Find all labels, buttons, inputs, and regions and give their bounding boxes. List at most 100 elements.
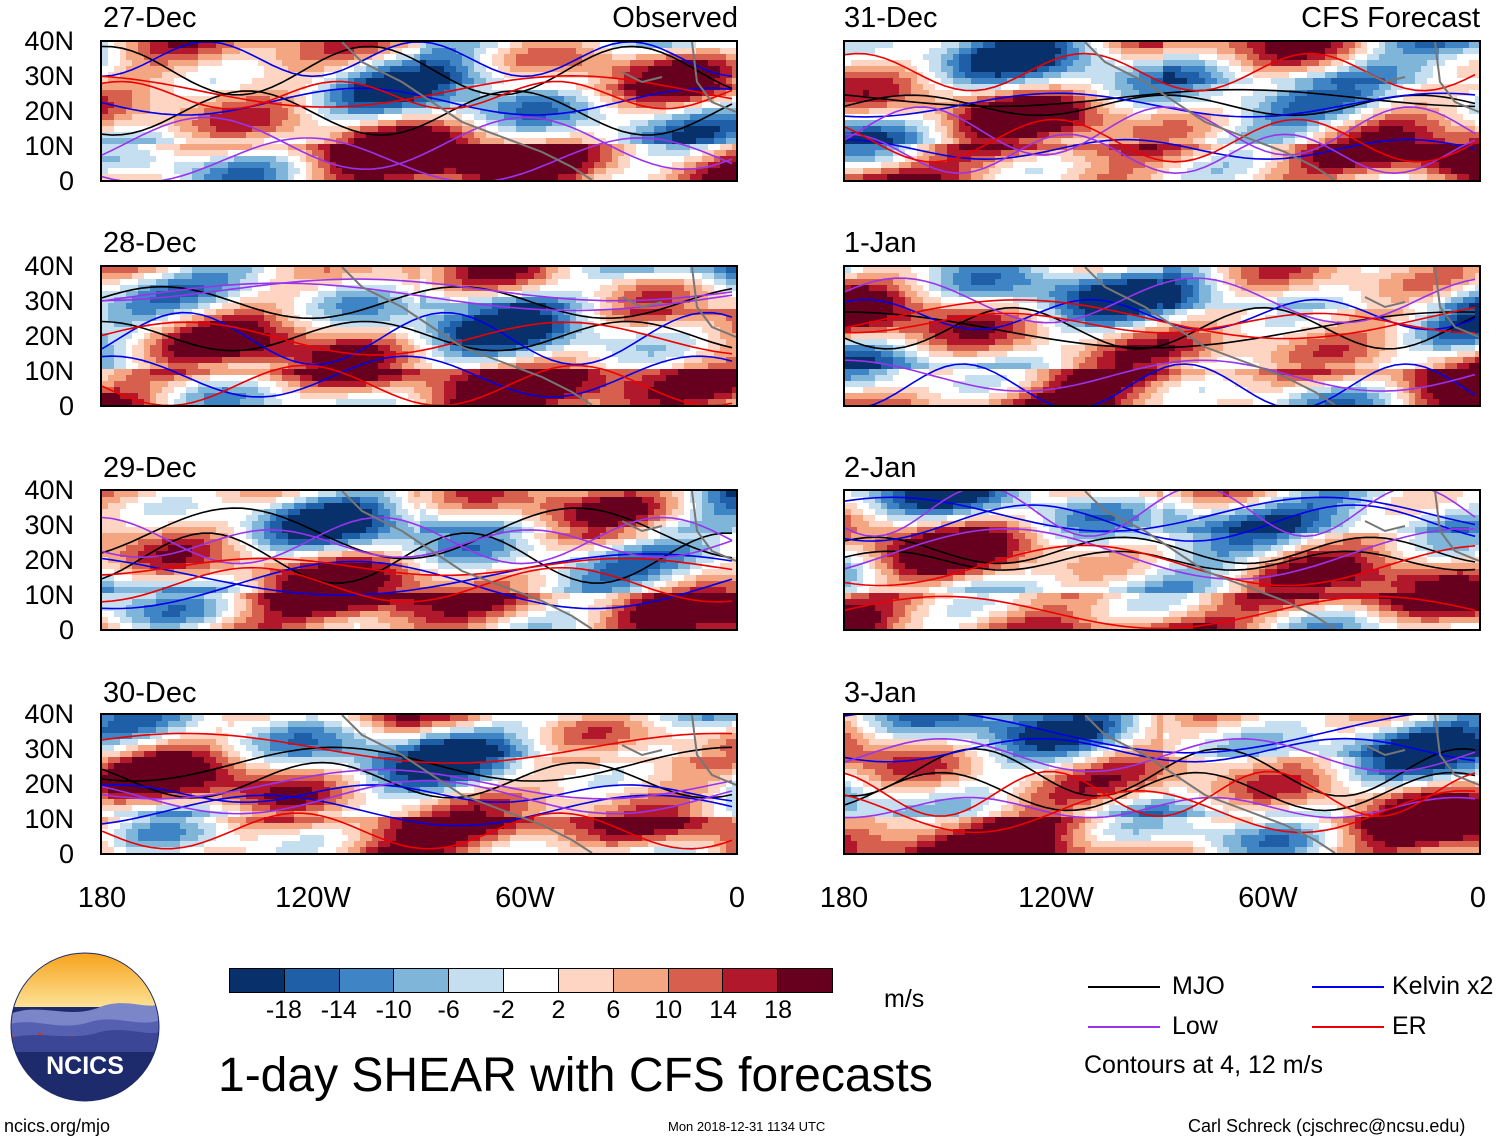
contour-line [102, 566, 733, 603]
lat-label-row4-3: 10N [24, 804, 74, 834]
shear-field [845, 42, 1479, 180]
contour-line [102, 761, 733, 799]
lat-label-row4-2: 20N [24, 769, 74, 799]
lat-label-row3-1: 30N [24, 510, 74, 540]
coastline [1084, 42, 1479, 180]
colorbar-swatch [338, 969, 394, 992]
contour-line [102, 746, 733, 782]
contour-line [102, 768, 733, 800]
shear-field [102, 715, 736, 853]
lon-label-left-0: 0 [728, 882, 746, 914]
panel-date-right-2: 1-Jan [844, 227, 917, 259]
contour-line [102, 732, 733, 764]
logo-text: NCICS [46, 1052, 124, 1080]
lat-label-row1-3: 10N [24, 131, 74, 161]
contour-line [845, 298, 1476, 331]
observed-label: Observed [612, 2, 738, 34]
colorbar-tick-label: 18 [764, 996, 792, 1024]
colorbar-swatch [393, 969, 449, 992]
contour-line [845, 299, 1476, 340]
contour-line [869, 363, 1476, 405]
contour-line [102, 278, 733, 302]
lat-label-row2-2: 20N [24, 321, 74, 351]
colorbar-tick-label: -6 [437, 996, 460, 1024]
lat-label-row4-1: 30N [24, 734, 74, 764]
colorbar-swatch [557, 969, 613, 992]
shear-field [845, 715, 1479, 853]
contour-line [102, 311, 733, 366]
coastline [341, 267, 736, 405]
colorbar-swatch [283, 969, 339, 992]
contour-line [102, 557, 733, 577]
colorbar-swatch [448, 969, 504, 992]
contour-line [845, 536, 1476, 565]
colorbar-swatch [722, 969, 778, 992]
contour-line [102, 560, 733, 610]
contour-line [845, 715, 1415, 754]
lat-label-row2-1: 30N [24, 286, 74, 316]
map-panel-right-1 [843, 40, 1481, 182]
contour-line [102, 553, 733, 596]
figure-title: 1-day SHEAR with CFS forecasts [218, 1049, 933, 1102]
lat-label-row1-2: 20N [24, 96, 74, 126]
panel-date-right-1: 31-Dec [844, 2, 938, 34]
map-panel-right-4 [843, 713, 1481, 855]
legend-line-low [1088, 1026, 1160, 1028]
contour-line [845, 306, 1476, 350]
colorbar-tick-label: 14 [709, 996, 738, 1024]
lat-label-row2-3: 10N [24, 356, 74, 386]
contour-line [845, 138, 1476, 161]
colorbar-tick-label: -14 [320, 996, 357, 1024]
panel-date-left-1: 27-Dec [103, 2, 197, 34]
lat-label-row3-3: 10N [24, 580, 74, 610]
lon-label-left-60w: 60W [495, 882, 555, 914]
contour-line [845, 106, 1476, 156]
contour-line [102, 532, 732, 584]
legend-line-er [1312, 1026, 1384, 1028]
contour-line [102, 321, 733, 356]
website-link[interactable]: ncics.org/mjo [4, 1116, 111, 1136]
contour-line [102, 779, 733, 815]
contour-line [102, 355, 733, 398]
forecast-label: CFS Forecast [1301, 2, 1480, 34]
colorbar-swatch [667, 969, 723, 992]
contour-line [102, 282, 733, 312]
contour-line [102, 320, 733, 352]
author-credit: Carl Schreck (cjschrec@ncsu.edu) [1188, 1116, 1466, 1136]
coastline [1084, 715, 1479, 853]
contour-line [845, 737, 1476, 773]
colorbar-swatch [612, 969, 668, 992]
contour-line [102, 45, 733, 96]
lat-label-row4-0: 40N [24, 699, 74, 729]
panel-date-left-4: 30-Dec [103, 677, 197, 709]
contour-line [102, 137, 733, 180]
coastline [341, 42, 736, 180]
map-panel-right-2 [843, 265, 1481, 407]
colorbar-tick-label: -18 [265, 996, 302, 1024]
contour-line [845, 496, 1476, 533]
contour-line [845, 504, 1476, 542]
map-panel-left-4 [100, 713, 738, 855]
colorbar [229, 968, 833, 993]
colorbar-swatch [503, 969, 558, 992]
lon-label-right-120w: 120W [1018, 882, 1094, 914]
colorbar-tick-label: -2 [492, 996, 515, 1024]
contour-line [845, 544, 1476, 587]
shear-field [845, 491, 1479, 629]
lon-label-right-180: 180 [819, 882, 869, 914]
contour-line [845, 92, 1476, 118]
panel-date-left-2: 28-Dec [103, 227, 197, 259]
map-panel-left-1 [100, 40, 738, 182]
shear-field [102, 42, 736, 180]
colorbar-tick-label: 2 [551, 996, 566, 1024]
contour-line [102, 90, 733, 136]
lat-label-row2-0: 40N [24, 251, 74, 281]
legend-line-kelvin [1312, 986, 1384, 988]
lat-label-row2-4: 0 [58, 391, 74, 421]
contour-line [845, 771, 1476, 812]
panel-date-left-3: 29-Dec [103, 452, 197, 484]
coastline [1084, 491, 1479, 629]
contour-line [845, 94, 1476, 117]
panel-date-right-4: 3-Jan [844, 677, 917, 709]
contour-line [102, 812, 733, 850]
